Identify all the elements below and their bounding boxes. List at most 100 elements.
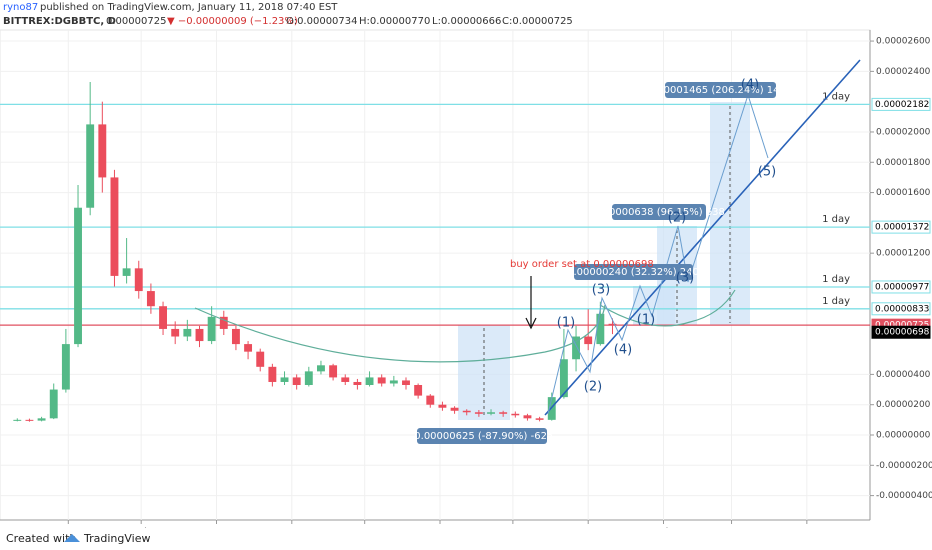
low: L:0.00000666 bbox=[432, 16, 501, 27]
candle-body bbox=[572, 336, 580, 360]
candle-body bbox=[365, 377, 374, 385]
candle-body bbox=[13, 419, 22, 421]
author[interactable]: ryno87 bbox=[3, 2, 38, 13]
candle-body bbox=[134, 268, 143, 292]
candle-body bbox=[559, 359, 568, 398]
level-label-bg bbox=[871, 280, 931, 294]
cup-curve bbox=[194, 304, 606, 363]
candle-body bbox=[268, 366, 277, 382]
close: C:0.00000725 bbox=[502, 16, 573, 27]
drawings bbox=[194, 59, 861, 444]
wave-label: (2) bbox=[668, 211, 686, 226]
candle-body bbox=[219, 316, 228, 329]
handle-curve bbox=[599, 289, 736, 327]
change: ▼ −0.00000009 (−1.23%) bbox=[167, 16, 298, 27]
candle-body bbox=[122, 268, 131, 276]
wave-label: (4) bbox=[614, 343, 632, 358]
symbol: BITTREX:DGBBTC, D bbox=[3, 16, 116, 27]
candle-body bbox=[450, 407, 459, 411]
high: H:0.00000770 bbox=[359, 16, 430, 27]
level-label: 0.00001372 bbox=[875, 223, 929, 233]
candle-body bbox=[426, 395, 435, 405]
candle-body bbox=[195, 328, 204, 342]
candle-body bbox=[462, 410, 471, 413]
wave-label: (1) bbox=[637, 313, 655, 328]
open: O:0.00000734 bbox=[286, 16, 358, 27]
tv-logo bbox=[64, 534, 80, 542]
last-price: 0.00000725 bbox=[106, 16, 166, 27]
candle-body bbox=[292, 377, 301, 385]
level-label-bg bbox=[871, 220, 931, 234]
candle-body bbox=[402, 380, 410, 385]
level-label: 0.00000977 bbox=[875, 282, 929, 292]
level-label: 0.00000725 bbox=[875, 321, 929, 331]
published: published on TradingView.com, January 11… bbox=[40, 2, 338, 13]
footer-brand[interactable]: TradingView bbox=[83, 532, 150, 545]
y-tick-label: 0.00002600 bbox=[876, 37, 931, 47]
y-tick-label: 0.00000400 bbox=[876, 370, 931, 380]
y-tick-label: 0.00001800 bbox=[876, 158, 931, 168]
y-tick-label: -0.00000200 bbox=[876, 461, 932, 471]
y-tick-label: 0.00002400 bbox=[876, 67, 931, 77]
candle-body bbox=[207, 316, 216, 342]
candle-body bbox=[353, 381, 362, 385]
annotations: -0.00000625 (-87.90%) -625 0.00001465 (2… bbox=[411, 78, 793, 443]
level-note: 1 day bbox=[822, 214, 850, 225]
wave-label: (5) bbox=[758, 165, 776, 180]
measure-label-bg bbox=[574, 264, 693, 280]
level-label: 0.00002182 bbox=[875, 100, 929, 110]
candle-body bbox=[110, 177, 119, 276]
candle-body bbox=[414, 385, 423, 396]
candle-body bbox=[389, 380, 398, 384]
y-tick-label: 0.00000200 bbox=[876, 400, 931, 410]
wave-label: (3) bbox=[676, 271, 694, 286]
candle-body bbox=[86, 124, 95, 208]
footer-text: Created with bbox=[6, 532, 76, 545]
measure-label: 0.00000638 (96.15%) 638 bbox=[593, 207, 725, 218]
candle-body bbox=[61, 344, 70, 390]
buy-arrow-head bbox=[525, 317, 537, 330]
levels: 1 day 1 day 1 day 1 day bbox=[0, 91, 870, 326]
candle-body bbox=[244, 344, 253, 352]
candle-body bbox=[183, 328, 192, 337]
candle-body bbox=[329, 365, 338, 378]
candle-body bbox=[499, 412, 508, 414]
candle-body bbox=[146, 291, 155, 307]
wave-path bbox=[547, 93, 769, 415]
candle-body bbox=[523, 415, 532, 419]
measure-label-bg bbox=[665, 82, 776, 98]
level-label-bg bbox=[871, 302, 931, 316]
y-tick-label: 0.00001200 bbox=[876, 249, 931, 259]
level-label-bg bbox=[871, 325, 931, 339]
measure-label-bg bbox=[612, 204, 706, 220]
measure-label: 0.00000240 (32.32%) 240 bbox=[567, 267, 699, 278]
measure-label-bg bbox=[417, 428, 547, 444]
candle-body bbox=[474, 412, 483, 414]
measure-label: -0.00000625 (-87.90%) -625 bbox=[411, 431, 554, 442]
candle-body bbox=[49, 389, 58, 419]
candle-body bbox=[584, 336, 593, 345]
candle-body bbox=[596, 313, 605, 345]
candle-body bbox=[98, 124, 107, 178]
candle-body bbox=[535, 418, 544, 420]
candle-body bbox=[171, 328, 180, 337]
footer-bg bbox=[0, 528, 932, 550]
y-tick-label: 0.00001600 bbox=[876, 188, 931, 198]
level-note: 1 day bbox=[822, 296, 850, 307]
y-tick-label: 0.00000000 bbox=[876, 431, 931, 441]
candle-body bbox=[377, 377, 386, 384]
candle-body bbox=[159, 306, 167, 329]
y-tick-label: 0.00002000 bbox=[876, 127, 931, 137]
candle-body bbox=[37, 418, 46, 421]
y-tick-label: -0.00000400 bbox=[876, 491, 932, 501]
candle-body bbox=[438, 404, 447, 408]
candle-body bbox=[256, 351, 265, 367]
buy-note: buy order set at 0.00000698 bbox=[510, 259, 654, 270]
level-label-bg bbox=[871, 97, 931, 111]
candle-body bbox=[317, 365, 325, 372]
wave-label: (1) bbox=[557, 316, 575, 331]
level-label: 0.00000833 bbox=[875, 304, 929, 314]
wave-label: (2) bbox=[584, 380, 602, 395]
